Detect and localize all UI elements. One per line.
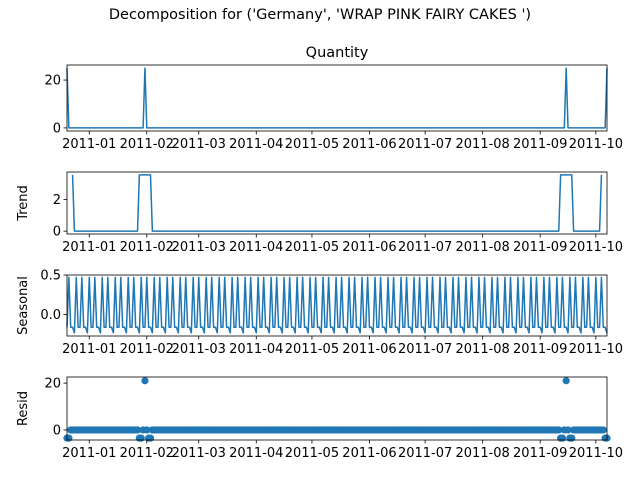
observed-ytick-label: 0 (53, 121, 61, 136)
resid-xtick-label: 2011-06 (342, 446, 396, 461)
seasonal-xtick-label: 2011-06 (342, 342, 396, 357)
observed-xtick-label: 2011-07 (398, 137, 452, 152)
resid-point (564, 426, 572, 434)
seasonal-xtick-label: 2011-01 (62, 342, 116, 357)
observed-series-line (66, 67, 608, 129)
seasonal-xtick-label: 2011-07 (398, 342, 452, 357)
resid-xtick-label: 2011-09 (513, 446, 567, 461)
resid-point (143, 426, 151, 434)
resid-xtick-label: 2011-02 (120, 446, 174, 461)
observed-axes-frame (66, 64, 608, 132)
resid-point (141, 377, 149, 385)
observed-xtick-label: 2011-04 (229, 137, 283, 152)
observed-xtick-label: 2011-10 (569, 137, 623, 152)
observed-title: Quantity (306, 45, 369, 61)
trend-xtick-label: 2011-07 (398, 240, 452, 255)
seasonal-ytick-label: 0.5 (40, 269, 61, 284)
trend-xtick-label: 2011-05 (285, 240, 339, 255)
resid-point (137, 434, 145, 442)
trend-axes-frame (66, 171, 608, 235)
trend-ylabel: Trend (16, 185, 31, 222)
resid-axes-frame (66, 376, 608, 441)
seasonal-xtick-label: 2011-03 (172, 342, 226, 357)
resid-point (555, 426, 563, 434)
observed-xtick-label: 2011-06 (342, 137, 396, 152)
trend-xtick-label: 2011-09 (513, 240, 567, 255)
observed-xtick-label: 2011-01 (62, 137, 116, 152)
seasonal-ytick-label: 0.0 (40, 308, 61, 323)
trend-xtick-label: 2011-04 (229, 240, 283, 255)
observed-xtick-label: 2011-02 (120, 137, 174, 152)
resid-xtick-label: 2011-03 (172, 446, 226, 461)
resid-xtick-label: 2011-01 (62, 446, 116, 461)
resid-xtick-label: 2011-10 (569, 446, 623, 461)
resid-xtick-label: 2011-05 (285, 446, 339, 461)
resid-ytick-label: 0 (53, 423, 61, 438)
trend-xtick-label: 2011-06 (342, 240, 396, 255)
trend-xtick-label: 2011-01 (62, 240, 116, 255)
trend-series-line (71, 174, 603, 232)
seasonal-axes-frame (66, 274, 608, 337)
resid-point (146, 434, 155, 442)
resid-point (133, 426, 142, 434)
observed-xtick-label: 2011-09 (513, 137, 567, 152)
observed-xtick-label: 2011-08 (456, 137, 510, 152)
trend-xtick-label: 2011-03 (172, 240, 226, 255)
trend-xtick-label: 2011-08 (456, 240, 510, 255)
seasonal-xtick-label: 2011-08 (456, 342, 510, 357)
trend-xtick-label: 2011-02 (120, 240, 174, 255)
resid-xtick-label: 2011-04 (229, 446, 283, 461)
resid-point (558, 434, 567, 442)
figure-title: Decomposition for ('Germany', 'WRAP PINK… (108, 7, 532, 23)
resid-point (568, 434, 576, 442)
seasonal-xtick-label: 2011-09 (513, 342, 567, 357)
seasonal-series-line (66, 276, 608, 334)
resid-ytick-label: 20 (44, 377, 61, 392)
observed-xtick-label: 2011-03 (172, 137, 226, 152)
trend-ytick-label: 0 (53, 225, 61, 240)
resid-xtick-label: 2011-07 (398, 446, 452, 461)
trend-xtick-label: 2011-10 (569, 240, 623, 255)
seasonal-xtick-label: 2011-05 (285, 342, 339, 357)
resid-point (599, 426, 607, 434)
seasonal-xtick-label: 2011-10 (569, 342, 623, 357)
trend-ytick-label: 2 (53, 193, 61, 208)
observed-xtick-label: 2011-05 (285, 137, 339, 152)
resid-point (562, 377, 570, 385)
resid-point (65, 434, 73, 442)
seasonal-xtick-label: 2011-04 (229, 342, 283, 357)
seasonal-ylabel: Seasonal (16, 276, 31, 335)
resid-ylabel: Resid (16, 391, 31, 426)
resid-xtick-label: 2011-08 (456, 446, 510, 461)
seasonal-xtick-label: 2011-02 (120, 342, 174, 357)
observed-ytick-label: 20 (44, 74, 61, 89)
